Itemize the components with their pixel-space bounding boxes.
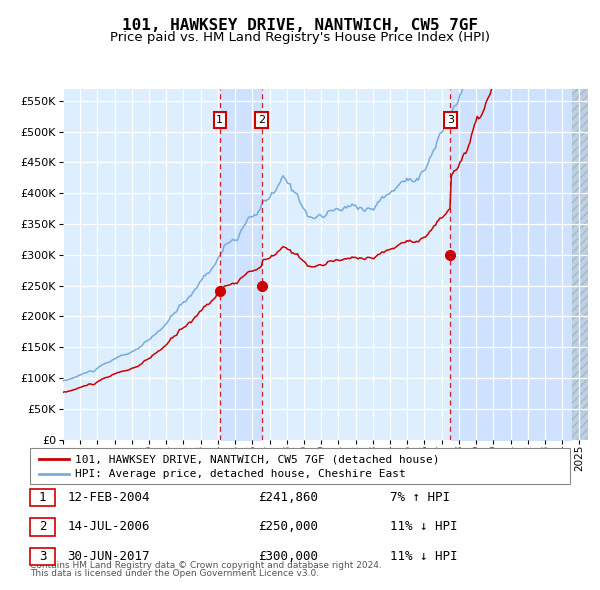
Text: 11% ↓ HPI: 11% ↓ HPI [390,520,458,533]
Text: 2: 2 [39,520,46,533]
Text: £300,000: £300,000 [258,550,318,563]
Text: 11% ↓ HPI: 11% ↓ HPI [390,550,458,563]
Text: 101, HAWKSEY DRIVE, NANTWICH, CW5 7GF (detached house): 101, HAWKSEY DRIVE, NANTWICH, CW5 7GF (d… [75,454,439,464]
Text: 3: 3 [447,115,454,125]
Text: Contains HM Land Registry data © Crown copyright and database right 2024.: Contains HM Land Registry data © Crown c… [30,561,382,570]
Text: £250,000: £250,000 [258,520,318,533]
Text: £241,860: £241,860 [258,491,318,504]
Text: 1: 1 [39,491,46,504]
Text: Price paid vs. HM Land Registry's House Price Index (HPI): Price paid vs. HM Land Registry's House … [110,31,490,44]
Text: 1: 1 [217,115,223,125]
Text: 3: 3 [39,550,46,563]
Text: 30-JUN-2017: 30-JUN-2017 [67,550,150,563]
Text: 7% ↑ HPI: 7% ↑ HPI [390,491,450,504]
Text: 2: 2 [258,115,265,125]
Text: 101, HAWKSEY DRIVE, NANTWICH, CW5 7GF: 101, HAWKSEY DRIVE, NANTWICH, CW5 7GF [122,18,478,32]
Text: HPI: Average price, detached house, Cheshire East: HPI: Average price, detached house, Ches… [75,469,406,479]
Text: 12-FEB-2004: 12-FEB-2004 [67,491,150,504]
Text: This data is licensed under the Open Government Licence v3.0.: This data is licensed under the Open Gov… [30,569,319,578]
Text: 14-JUL-2006: 14-JUL-2006 [67,520,150,533]
